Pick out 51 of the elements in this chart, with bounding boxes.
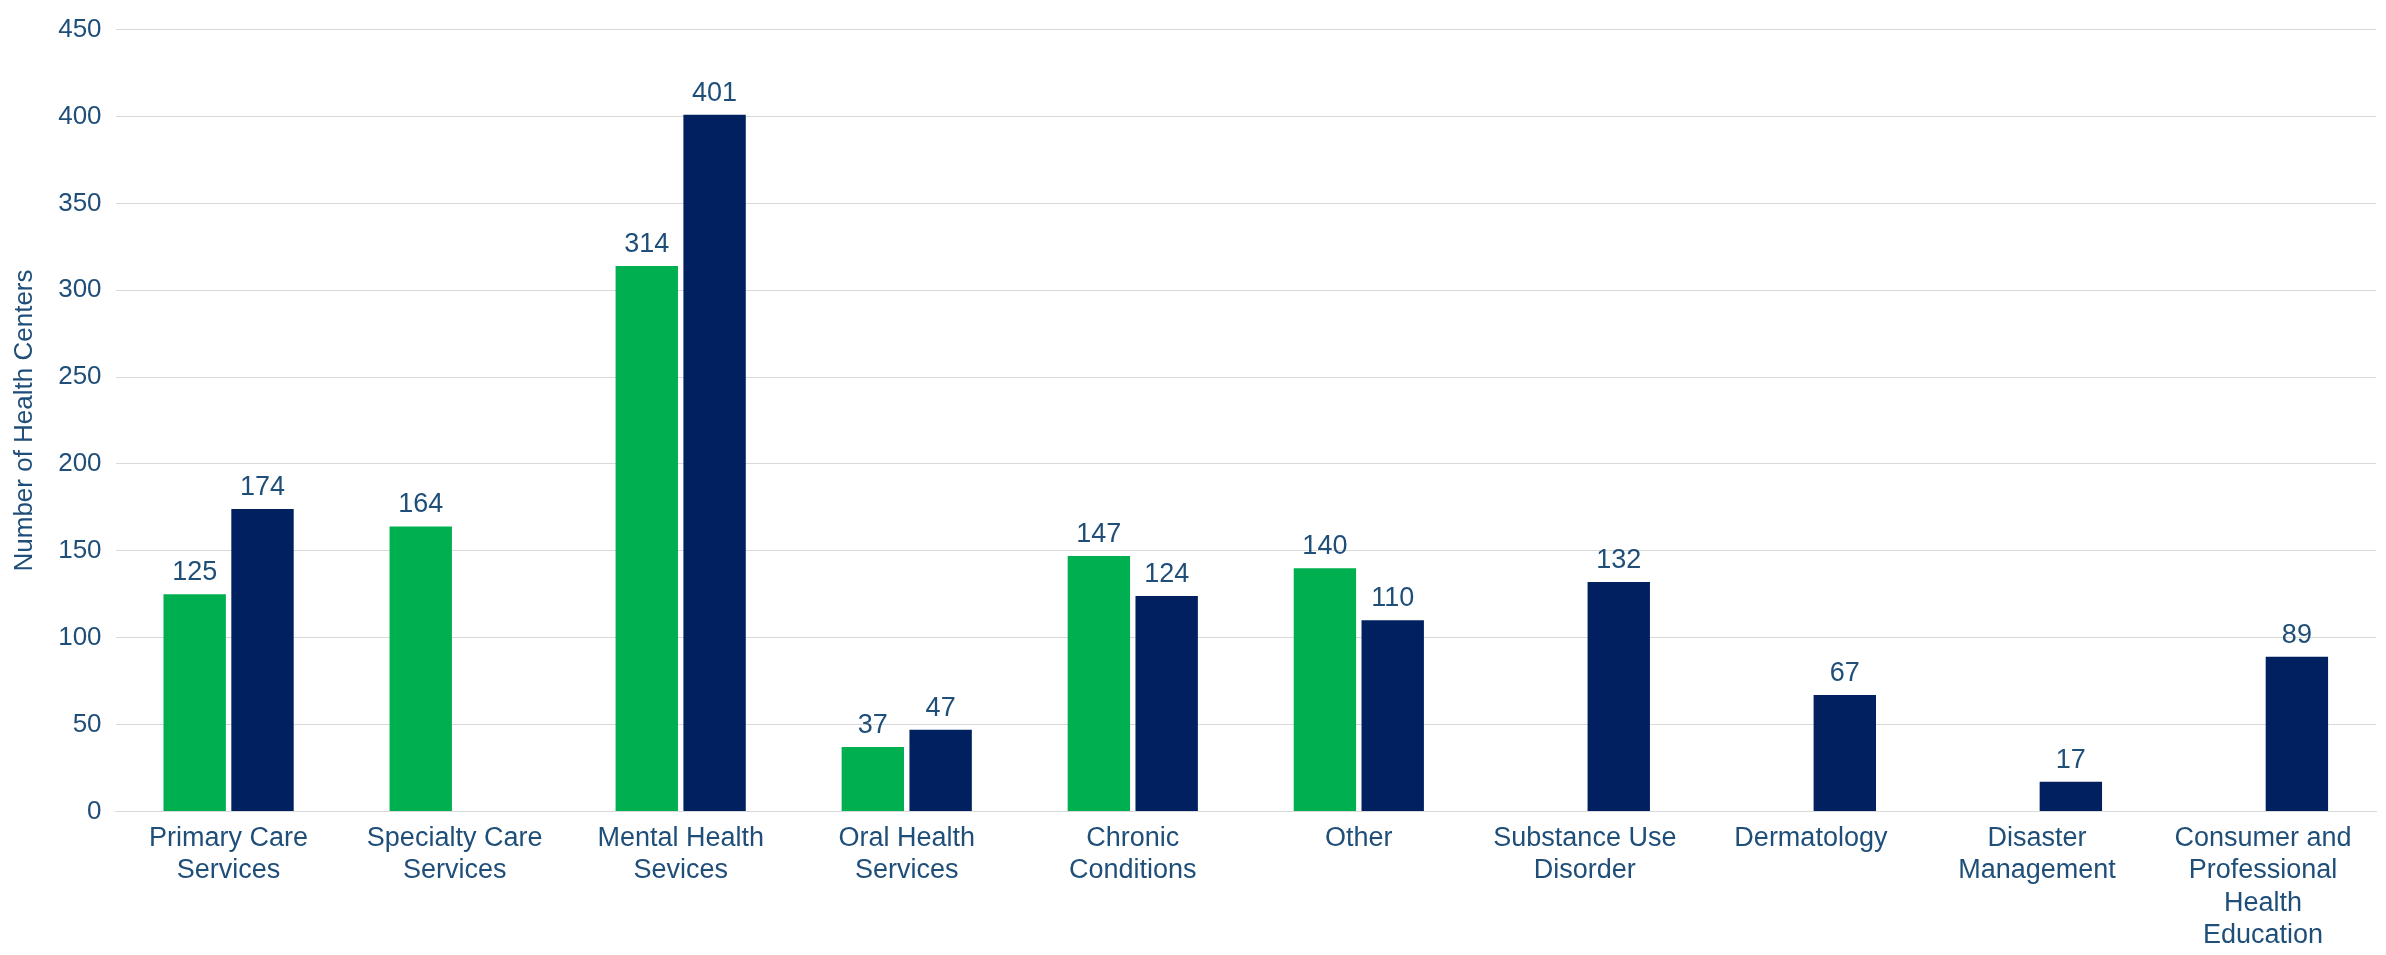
data-label: 147 xyxy=(1076,517,1122,548)
bar xyxy=(163,594,226,811)
data-label: 132 xyxy=(1596,544,1642,575)
x-tick-label: Dermatology xyxy=(1734,822,1888,853)
bar xyxy=(1135,595,1198,811)
x-tick-label: Substance Use Disorder xyxy=(1493,822,1677,885)
y-tick-label: 0 xyxy=(87,794,102,825)
data-label: 401 xyxy=(692,76,738,107)
bar xyxy=(683,114,746,811)
y-axis-title: Number of Health Centers xyxy=(7,269,38,572)
bar xyxy=(2265,656,2329,811)
x-tick-label: Mental Health Sevices xyxy=(597,822,764,885)
bar xyxy=(389,526,452,811)
data-label: 110 xyxy=(1371,582,1415,613)
y-tick-label: 350 xyxy=(58,186,102,217)
y-tick-label: 250 xyxy=(58,360,102,391)
data-label: 174 xyxy=(239,471,286,502)
y-tick-label: 400 xyxy=(58,99,102,130)
data-label: 17 xyxy=(2055,743,2086,774)
bar xyxy=(615,265,678,811)
bar xyxy=(1067,556,1131,811)
x-tick-label: Primary Care Services xyxy=(149,822,309,885)
bar xyxy=(1587,582,1650,811)
x-tick-label: Consumer and Professional Health Education xyxy=(2174,822,2352,950)
data-label: 140 xyxy=(1302,530,1348,561)
x-tick-label: Disaster Management xyxy=(1958,822,2117,885)
data-label: 89 xyxy=(2281,618,2312,649)
y-tick-label: 300 xyxy=(58,273,102,304)
bar xyxy=(1813,695,1876,811)
data-label: 314 xyxy=(624,227,670,258)
y-tick-label: 200 xyxy=(58,447,102,478)
x-tick-label: Chronic Conditions xyxy=(1068,822,1197,885)
data-label: 124 xyxy=(1144,557,1190,588)
y-tick-label: 150 xyxy=(58,533,102,564)
y-tick-label: 50 xyxy=(72,707,102,738)
data-label: 67 xyxy=(1829,656,1860,687)
bar xyxy=(841,747,905,811)
x-tick-label: Oral Health Services xyxy=(838,822,976,885)
bar xyxy=(231,509,294,811)
bar xyxy=(1361,620,1424,811)
data-label: 125 xyxy=(172,556,218,587)
bar xyxy=(2039,781,2103,811)
bar xyxy=(909,729,972,811)
y-tick-label: 100 xyxy=(58,620,102,651)
x-tick-label: Other xyxy=(1325,822,1393,853)
y-tick-label: 450 xyxy=(58,12,102,43)
x-tick-label: Specialty Care Services xyxy=(366,822,543,885)
data-label: 37 xyxy=(857,709,888,740)
bar xyxy=(1293,568,1357,811)
data-label: 47 xyxy=(925,691,956,722)
data-label: 164 xyxy=(398,488,444,519)
